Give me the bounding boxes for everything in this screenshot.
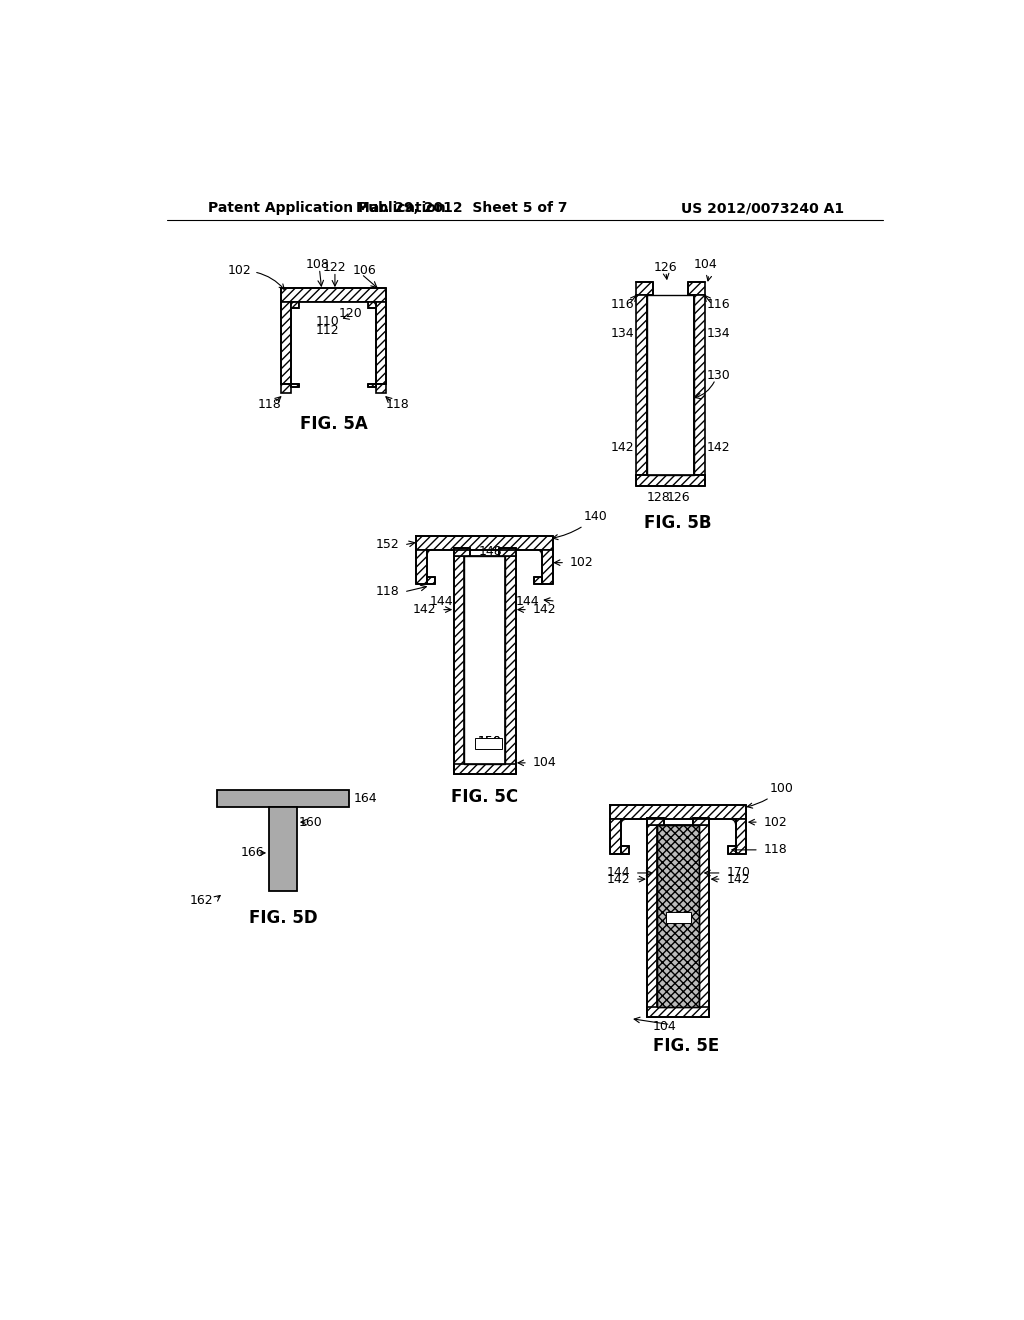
Text: 116: 116	[610, 298, 634, 312]
Text: FIG. 5E: FIG. 5E	[653, 1038, 719, 1055]
Bar	[636, 281, 653, 296]
Text: 150: 150	[477, 735, 501, 748]
Bar	[376, 384, 386, 393]
Text: 106: 106	[352, 264, 376, 277]
Bar	[454, 548, 470, 556]
Text: FIG. 5B: FIG. 5B	[644, 513, 712, 532]
Text: 126: 126	[654, 261, 678, 275]
Text: US 2012/0073240 A1: US 2012/0073240 A1	[681, 202, 844, 215]
Bar	[299, 302, 369, 308]
Text: 128: 128	[646, 491, 670, 504]
Text: 140: 140	[553, 510, 607, 540]
Text: FIG. 5A: FIG. 5A	[299, 414, 368, 433]
Text: 118: 118	[764, 843, 787, 857]
Text: 134: 134	[707, 327, 730, 341]
Text: 100: 100	[748, 781, 794, 808]
Bar	[454, 764, 515, 775]
Text: 144: 144	[516, 594, 540, 607]
Text: 142: 142	[606, 873, 630, 886]
Text: 102: 102	[764, 816, 787, 829]
Text: 104: 104	[693, 259, 718, 281]
Text: Mar. 29, 2012  Sheet 5 of 7: Mar. 29, 2012 Sheet 5 of 7	[355, 202, 567, 215]
Text: FIG. 5C: FIG. 5C	[451, 788, 518, 807]
Text: 160: 160	[667, 909, 690, 923]
Text: 118: 118	[376, 585, 399, 598]
Text: 162: 162	[189, 894, 213, 907]
Text: 126: 126	[667, 491, 690, 504]
Bar	[427, 577, 435, 585]
Bar	[610, 818, 621, 854]
Text: 118: 118	[386, 399, 410, 412]
Bar	[636, 296, 647, 475]
Text: 130: 130	[707, 370, 730, 381]
Text: 152: 152	[376, 539, 399, 552]
Text: Patent Application Publication: Patent Application Publication	[208, 202, 445, 215]
Text: 142: 142	[726, 873, 750, 886]
Text: 102: 102	[569, 556, 594, 569]
Bar	[636, 475, 705, 486]
Bar	[369, 384, 376, 387]
Text: FIG. 5D: FIG. 5D	[249, 909, 317, 928]
Bar	[454, 556, 464, 775]
Text: 104: 104	[532, 756, 556, 770]
Bar	[657, 825, 699, 1007]
Text: 142: 142	[707, 441, 730, 454]
Text: 104: 104	[652, 1019, 676, 1032]
Bar	[281, 302, 291, 384]
Bar	[610, 805, 746, 818]
Bar	[728, 846, 735, 854]
Bar	[369, 302, 376, 308]
Text: 160: 160	[299, 816, 323, 829]
Bar	[542, 549, 553, 585]
Bar	[735, 818, 746, 854]
Text: 144: 144	[606, 866, 630, 879]
Text: 170: 170	[726, 866, 751, 879]
Text: 142: 142	[413, 603, 436, 616]
Bar	[506, 556, 515, 775]
Bar	[417, 536, 553, 549]
Text: 108: 108	[306, 259, 330, 271]
Bar	[291, 302, 299, 308]
Bar	[281, 288, 386, 302]
Text: 110: 110	[315, 315, 339, 329]
Text: 160: 160	[667, 909, 690, 923]
Text: 164: 164	[354, 792, 378, 805]
Bar	[500, 548, 515, 556]
Bar	[621, 846, 629, 854]
Bar	[281, 384, 291, 393]
Text: 102: 102	[227, 264, 285, 289]
Bar	[699, 825, 710, 1016]
Bar	[376, 302, 386, 384]
Text: 122: 122	[324, 261, 347, 275]
Bar	[417, 549, 427, 585]
Bar	[647, 1007, 710, 1016]
Bar	[217, 789, 349, 807]
Bar	[269, 807, 297, 891]
Text: 144: 144	[429, 594, 453, 607]
Text: 120: 120	[339, 308, 362, 321]
Text: 142: 142	[610, 441, 634, 454]
Bar	[693, 296, 705, 475]
Text: 166: 166	[241, 846, 264, 859]
Bar	[666, 912, 690, 923]
Bar	[687, 281, 705, 296]
Text: 148: 148	[479, 545, 503, 558]
Bar	[647, 817, 664, 825]
Bar	[475, 738, 502, 748]
Bar	[535, 577, 542, 585]
Text: 118: 118	[257, 399, 281, 412]
Bar	[693, 817, 710, 825]
Bar	[647, 825, 657, 1016]
Bar	[291, 384, 299, 387]
Text: 142: 142	[532, 603, 556, 616]
Text: 116: 116	[707, 298, 730, 312]
Text: 150: 150	[477, 735, 501, 748]
Text: 134: 134	[610, 327, 634, 341]
Text: 112: 112	[315, 325, 339, 338]
